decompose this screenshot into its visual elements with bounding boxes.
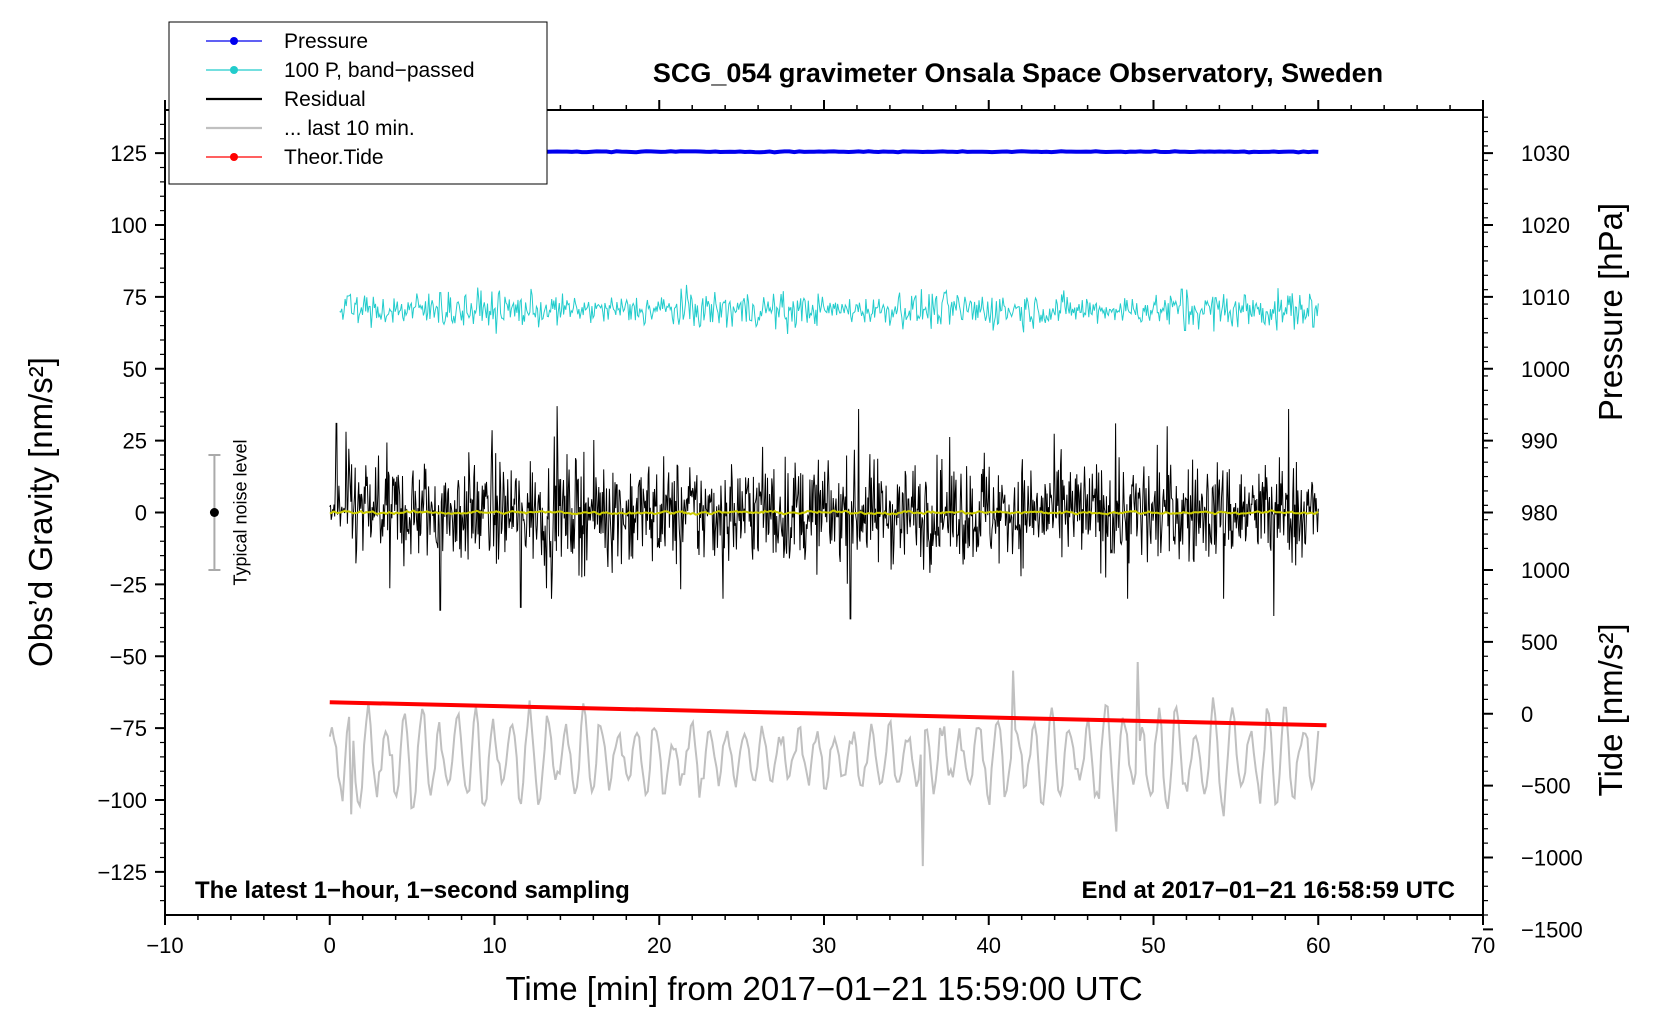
x-tick-label: 30	[812, 933, 836, 958]
y-left-tick-label: 25	[123, 429, 147, 454]
y-axis-pressure-title: Pressure [hPa]	[1592, 203, 1629, 421]
y-tide-tick-label: −1500	[1521, 917, 1583, 942]
y-pressure-tick-label: 1000	[1521, 357, 1570, 382]
x-tick-label: 0	[324, 933, 336, 958]
y-left-tick-label: 75	[123, 285, 147, 310]
y-left-tick-label: −100	[97, 788, 147, 813]
y-left-tick-label: −125	[97, 860, 147, 885]
y-pressure-tick-label: 990	[1521, 429, 1558, 454]
y-left-tick-label: −50	[110, 644, 147, 669]
y-left-tick-label: 125	[110, 141, 147, 166]
y-axis-tide: 1000 500 0 −500 −1000 −1500	[1483, 558, 1583, 942]
noise-level-bar: Typical noise level	[208, 439, 250, 586]
x-tick-label: 40	[977, 933, 1001, 958]
annotation-bottom-right: End at 2017−01−21 16:58:59 UTC	[1081, 877, 1455, 904]
y-tide-tick-label: 1000	[1521, 558, 1570, 583]
legend-marker	[230, 153, 238, 161]
y-left-tick-label: −75	[110, 716, 147, 741]
series-last-10-min	[328, 661, 1320, 867]
legend-label: Theor.Tide	[284, 146, 384, 169]
x-tick-label: −10	[146, 933, 183, 958]
y-left-tick-label: 50	[123, 357, 147, 382]
legend-marker	[230, 66, 238, 74]
y-left-tick-label: 100	[110, 213, 147, 238]
legend-label: ... last 10 min.	[284, 117, 415, 140]
y-tide-tick-label: −500	[1521, 774, 1571, 799]
y-pressure-tick-label: 1010	[1521, 285, 1570, 310]
x-tick-label: 20	[647, 933, 671, 958]
y-axis-left: 125 100 75 50 25 0 −25 −50 −75 −100 −125	[97, 123, 165, 902]
x-tick-label: 10	[482, 933, 506, 958]
y-left-tick-label: 0	[135, 501, 147, 526]
legend: Pressure 100 P, band−passed Residual ... la…	[168, 21, 548, 185]
series-band-passed-pressure	[339, 284, 1319, 335]
legend-label: Residual	[284, 88, 366, 111]
x-tick-label: 60	[1306, 933, 1330, 958]
y-axis-pressure: 1030 1020 1010 1000 990 980	[1483, 116, 1570, 550]
x-tick-label: 70	[1471, 933, 1495, 958]
series-residual	[329, 406, 1319, 620]
y-tide-tick-label: 0	[1521, 702, 1533, 727]
y-tide-tick-label: −1000	[1521, 846, 1583, 871]
noise-bar-label: Typical noise level	[230, 439, 250, 585]
y-left-tick-label: −25	[110, 572, 147, 597]
y-pressure-tick-label: 1030	[1521, 141, 1570, 166]
annotation-bottom-left: The latest 1−hour, 1−second sampling	[195, 877, 630, 904]
x-tick-label: 50	[1141, 933, 1165, 958]
chart-title: SCG_054 gravimeter Onsala Space Observat…	[653, 58, 1383, 88]
y-axis-left-title-text: Obs’d Gravity [nm/s²]	[22, 357, 59, 667]
legend-marker	[230, 37, 238, 45]
x-axis-title: Time [min] from 2017−01−21 15:59:00 UTC	[505, 970, 1142, 1007]
series-residual-smoothed	[329, 509, 1319, 516]
x-axis: −10 0 10 20 30 40 50 60 70	[146, 100, 1495, 958]
y-axis-left-title: Obs’d Gravity [nm/s²]	[22, 357, 59, 667]
y-tide-tick-label: 500	[1521, 630, 1558, 655]
y-pressure-tick-label: 980	[1521, 501, 1558, 526]
y-pressure-tick-label: 1020	[1521, 213, 1570, 238]
legend-label: 100 P, band−passed	[284, 59, 475, 82]
y-axis-tide-title: Tide [nm/s²]	[1592, 624, 1629, 797]
series-group	[328, 149, 1327, 867]
series-theoretical-tide	[329, 700, 1327, 728]
noise-bar-dot	[209, 508, 219, 517]
legend-label: Pressure	[284, 30, 368, 53]
